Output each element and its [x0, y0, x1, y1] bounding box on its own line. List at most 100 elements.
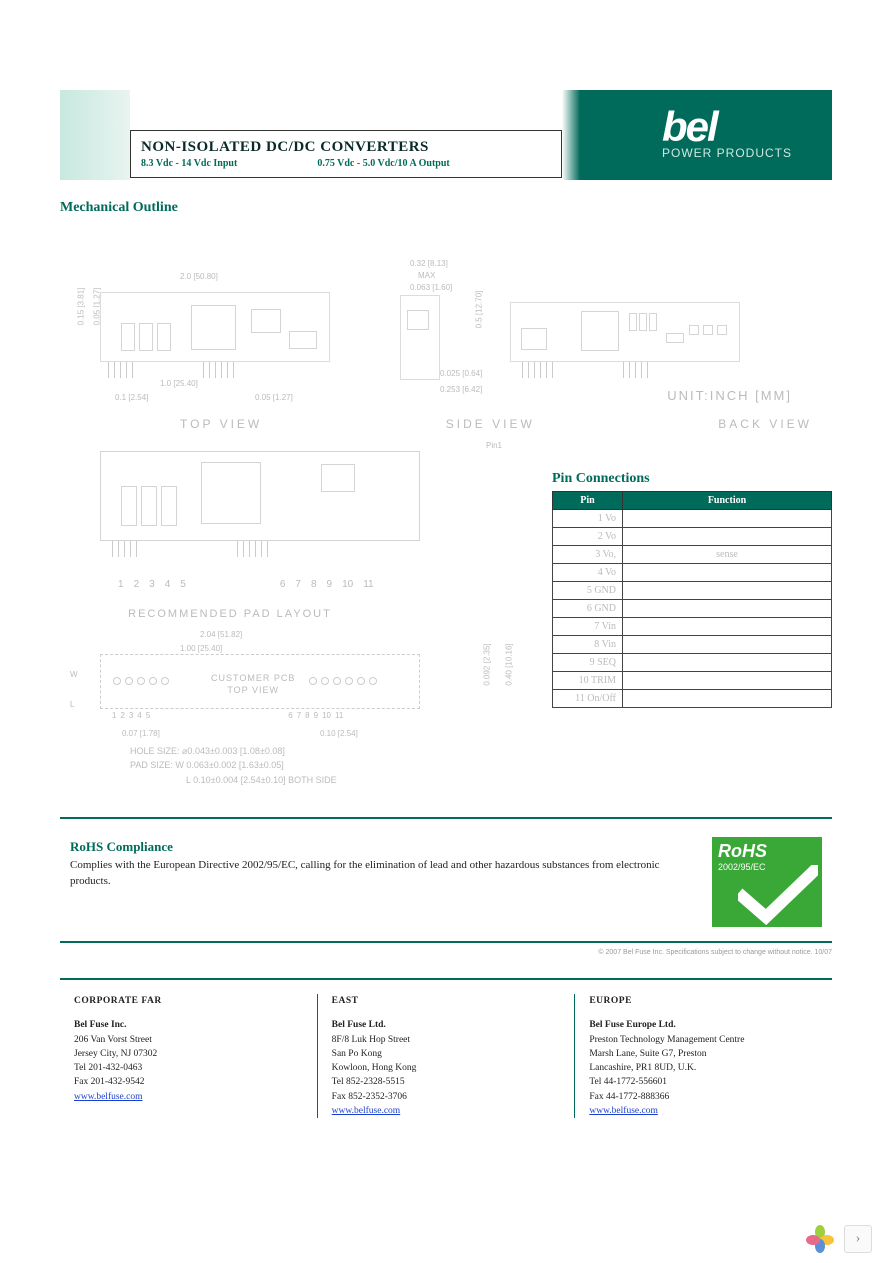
- app-logo-icon: [806, 1225, 834, 1253]
- mechanical-heading: Mechanical Outline: [60, 200, 832, 216]
- pin-cell: 4 Vo: [553, 564, 623, 582]
- note-hole: HOLE SIZE: ⌀0.043±0.003 [1.08±0.08]: [130, 744, 532, 758]
- pin-num: 2: [134, 579, 140, 590]
- pin-num: 7: [295, 579, 301, 590]
- pin-cell: 1 Vo: [553, 510, 623, 528]
- function-cell: sense: [623, 546, 832, 564]
- region-label: CORPORATE FAR: [74, 994, 303, 1008]
- address-line: Tel 852-2328-5515: [332, 1075, 561, 1089]
- dim-pitch-left: 0.1 [2.54]: [115, 393, 148, 402]
- address-line: Jersey City, NJ 07302: [74, 1047, 303, 1061]
- checkmark-icon: [738, 865, 818, 925]
- dim-pad-right-off: 0.10 [2.54]: [320, 729, 358, 738]
- rohs-body: Complies with the European Directive 200…: [70, 857, 692, 890]
- address-line: 8F/8 Luk Hop Street: [332, 1033, 561, 1047]
- back-view-label: BACK VIEW: [718, 417, 812, 431]
- side-view-label: SIDE VIEW: [446, 417, 535, 431]
- address-line: Lancashire, PR1 8UD, U.K.: [589, 1061, 818, 1075]
- dim-pad-inner: 1.00 [25.40]: [180, 644, 222, 653]
- table-row: 9 SEQ: [553, 654, 832, 672]
- function-cell: [623, 600, 832, 618]
- dim-pad-h1: 0.092 [2.35]: [482, 643, 491, 685]
- pin-header: Pin: [553, 492, 623, 510]
- contact-europe: EUROPE Bel Fuse Europe Ltd. Preston Tech…: [574, 994, 832, 1118]
- dim-group-span: 1.0 [25.40]: [160, 379, 198, 388]
- function-cell: [623, 618, 832, 636]
- dim-pad-left-off: 0.07 [1.78]: [122, 729, 160, 738]
- rohs-heading: RoHS Compliance: [70, 837, 692, 857]
- output-spec: 0.75 Vdc - 5.0 Vdc/10 A Output: [317, 158, 449, 169]
- function-header: Function: [623, 492, 832, 510]
- website-link[interactable]: www.belfuse.com: [74, 1092, 143, 1102]
- layout-column: Pin1 1 2: [60, 451, 532, 787]
- contacts-row: CORPORATE FAR Bel Fuse Inc. 206 Van Vors…: [60, 994, 832, 1118]
- back-board-outline: [510, 302, 740, 362]
- contact-east: EAST Bel Fuse Ltd. 8F/8 Luk Hop Street S…: [317, 994, 575, 1118]
- dim-side-pin: 0.025 [0.64]: [440, 369, 482, 378]
- function-cell: [623, 564, 832, 582]
- address-line: Fax 44-1772-888366: [589, 1090, 818, 1104]
- company-name: Bel Fuse Ltd.: [332, 1018, 561, 1032]
- input-spec: 8.3 Vdc - 14 Vdc Input: [141, 158, 237, 169]
- dim-side-max: MAX: [418, 271, 435, 280]
- address-line: San Po Kong: [332, 1047, 561, 1061]
- pin-num: 3: [149, 579, 155, 590]
- website-link[interactable]: www.belfuse.com: [589, 1106, 658, 1116]
- pin-num: 1: [118, 579, 124, 590]
- company-name: Bel Fuse Europe Ltd.: [589, 1018, 818, 1032]
- dim-height: 0.5 [12.70]: [475, 291, 484, 329]
- pin-cell: 5 GND: [553, 582, 623, 600]
- address-line: Tel 201-432-0463: [74, 1061, 303, 1075]
- website-link[interactable]: www.belfuse.com: [332, 1106, 401, 1116]
- side-view-drawing: 0.32 [8.13] MAX 0.063 [1.60] 0.025 [0.64…: [380, 265, 490, 380]
- function-cell: [623, 636, 832, 654]
- rohs-section: RoHS Compliance Complies with the Europe…: [60, 817, 832, 943]
- pcb-label-2: TOP VIEW: [227, 685, 279, 695]
- function-cell: [623, 528, 832, 546]
- pcb-outline: CUSTOMER PCB TOP VIEW: [100, 654, 420, 709]
- pin-cell: 3 Vo,: [553, 546, 623, 564]
- table-row: 1 Vo: [553, 510, 832, 528]
- function-cell: [623, 690, 832, 708]
- pcb-label-1: CUSTOMER PCB: [211, 673, 295, 683]
- chevron-right-icon: ›: [856, 1231, 861, 1247]
- company-name: Bel Fuse Inc.: [74, 1018, 303, 1032]
- function-cell: [623, 510, 832, 528]
- table-row: 3 Vo,sense: [553, 546, 832, 564]
- address-line: Preston Technology Management Centre: [589, 1033, 818, 1047]
- w-label: W: [70, 670, 78, 679]
- back-view-drawing: [510, 252, 740, 380]
- address-line: Marsh Lane, Suite G7, Preston: [589, 1047, 818, 1061]
- pin-num: 8: [311, 579, 317, 590]
- table-row: 8 Vin: [553, 636, 832, 654]
- pin-cell: 11 On/Off: [553, 690, 623, 708]
- next-page-button[interactable]: ›: [844, 1225, 872, 1253]
- pad-layout-heading: RECOMMENDED PAD LAYOUT: [60, 608, 400, 620]
- table-row: 7 Vin: [553, 618, 832, 636]
- outline-board: [100, 451, 420, 541]
- dim-pad-h2: 0.40 [10.16]: [504, 643, 513, 685]
- title-box: NON-ISOLATED DC/DC CONVERTERS 8.3 Vdc - …: [130, 130, 562, 178]
- rohs-badge: RoHS 2002/95/EC: [712, 837, 822, 927]
- table-row: 2 Vo: [553, 528, 832, 546]
- region-label: EUROPE: [589, 994, 818, 1008]
- dim-pad-width: 2.04 [51.82]: [200, 630, 242, 639]
- function-cell: [623, 654, 832, 672]
- brand-subtitle: POWER PRODUCTS: [662, 146, 822, 160]
- pin-num: 5: [180, 579, 186, 590]
- header-banner: NON-ISOLATED DC/DC CONVERTERS 8.3 Vdc - …: [60, 90, 832, 180]
- pin1-label: Pin1: [486, 441, 502, 450]
- pin-cell: 7 Vin: [553, 618, 623, 636]
- pin-num: 10: [342, 579, 353, 590]
- table-row: 4 Vo: [553, 564, 832, 582]
- side-board-outline: [400, 295, 440, 380]
- top-view-label: TOP VIEW: [180, 417, 262, 431]
- front-view-drawing: 2.0 [50.80] 0.15 [3.81] 0.05 [1.27] 0.1: [60, 262, 360, 380]
- region-label: EAST: [332, 994, 561, 1008]
- brand-name: bel: [662, 110, 822, 144]
- dim-side-bot: 0.253 [6.42]: [440, 385, 482, 394]
- l-label: L: [70, 700, 74, 709]
- pin-num: 11: [363, 579, 373, 590]
- note-pad-w: PAD SIZE: W 0.063±0.002 [1.63±0.05]: [130, 758, 532, 772]
- dim-width: 2.0 [50.80]: [180, 272, 218, 281]
